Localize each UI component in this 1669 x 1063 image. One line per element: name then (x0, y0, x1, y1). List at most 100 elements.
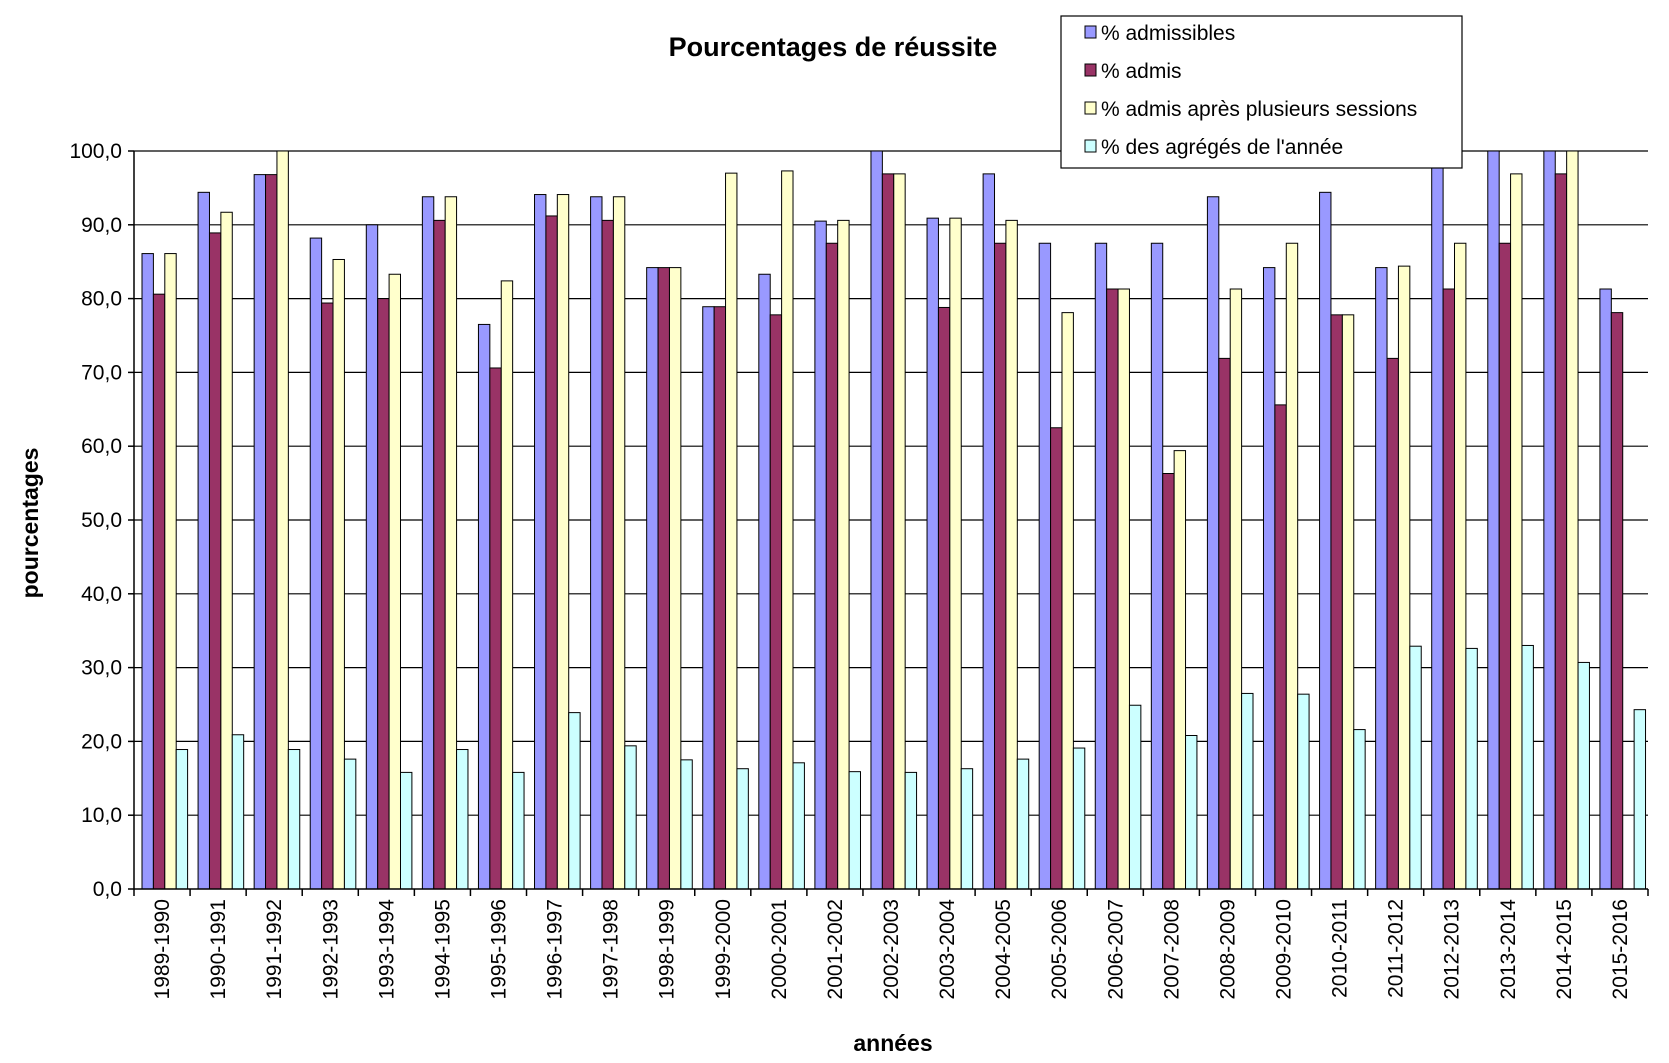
bar (309, 237, 323, 890)
y-tick-label: 50,0 (81, 509, 122, 532)
bar (1375, 267, 1388, 890)
bar (343, 758, 357, 890)
bar (1005, 219, 1018, 890)
bar (758, 273, 771, 890)
y-axis-title: pourcentages (17, 448, 43, 599)
bar (1521, 644, 1534, 890)
bar (1162, 473, 1175, 890)
bar (1150, 242, 1164, 890)
x-tick-label: 2012-2013 (1441, 899, 1464, 999)
bar-group (926, 217, 974, 890)
bar (1016, 758, 1030, 890)
bar (1599, 288, 1612, 890)
x-tick-label: 1992-1993 (319, 899, 342, 999)
x-tick-label: 2003-2004 (936, 899, 959, 1000)
legend-label: % admis (1101, 60, 1182, 83)
bar (1610, 312, 1624, 890)
bar (960, 768, 974, 890)
bar (456, 749, 469, 890)
x-tick-label: 2015-2016 (1609, 899, 1632, 999)
bar (1498, 242, 1512, 890)
bar (1454, 242, 1467, 890)
bar (377, 298, 390, 890)
bar (1274, 404, 1287, 890)
bar (220, 211, 233, 890)
bar (590, 196, 603, 890)
bar (208, 232, 222, 890)
bar-group (1375, 265, 1422, 890)
bar (1353, 729, 1366, 890)
axes (128, 150, 1649, 896)
bar-group (141, 253, 189, 890)
legend-box (1060, 15, 1463, 169)
bar (814, 220, 827, 890)
legend-swatch (1084, 63, 1097, 77)
bar (253, 174, 267, 890)
bar (421, 196, 435, 890)
bar-group (646, 267, 693, 890)
bar (1431, 165, 1444, 890)
x-tick-label: 2013-2014 (1497, 899, 1520, 1000)
bar (1128, 704, 1142, 890)
bar (926, 217, 939, 890)
x-tick-label: 2010-2011 (1329, 899, 1352, 998)
bar (556, 194, 570, 890)
bar (1038, 242, 1052, 890)
bar (624, 745, 637, 890)
bar (668, 267, 682, 890)
y-tick-label: 100,0 (69, 140, 122, 163)
legend-swatch (1084, 101, 1097, 115)
bar (982, 173, 996, 890)
legend-label: % des agrégés de l'année (1101, 136, 1343, 159)
legend-swatch (1084, 25, 1097, 39)
x-tick-label: 2006-2007 (1104, 899, 1127, 999)
bar (937, 306, 951, 890)
bar (612, 196, 626, 890)
bar (870, 150, 883, 890)
bar (904, 771, 918, 890)
bar (680, 759, 693, 890)
x-tick-labels: 1989-1990 1990-1991 1991-1992 1992-1993 1993… (151, 899, 1632, 1000)
x-tick-label: 2007-2008 (1160, 899, 1183, 999)
y-tick-label: 40,0 (81, 583, 122, 606)
y-tick-label: 10,0 (81, 804, 122, 827)
x-tick-label: 1998-1999 (656, 899, 679, 999)
y-tick-label: 90,0 (81, 214, 122, 237)
bar (1397, 265, 1411, 890)
bar-group (1319, 191, 1366, 890)
bars (141, 150, 1647, 890)
y-tick-label: 60,0 (81, 435, 122, 458)
x-tick-label: 2011-2012 (1385, 899, 1408, 998)
bar (1566, 150, 1579, 890)
bar-group (1206, 196, 1254, 890)
bar (444, 196, 458, 890)
x-tick-label: 1994-1995 (431, 899, 454, 999)
bar (1577, 661, 1590, 890)
bar (657, 267, 670, 890)
bar (702, 306, 715, 890)
bar (1185, 734, 1198, 890)
bar-group (702, 172, 749, 890)
bar (265, 174, 278, 890)
bar (1465, 647, 1478, 890)
x-tick-label: 2000-2001 (768, 899, 791, 999)
bar-group (197, 191, 245, 890)
bar (769, 314, 783, 890)
bar (1487, 150, 1500, 890)
bar (792, 762, 805, 890)
x-tick-label: 2009-2010 (1273, 899, 1296, 999)
bar (825, 242, 839, 890)
x-tick-label: 1993-1994 (375, 899, 398, 1000)
bar (1442, 288, 1456, 890)
x-tick-label: 1991-1992 (263, 899, 286, 999)
bar (1341, 314, 1355, 890)
bar (848, 771, 861, 890)
bar (1173, 450, 1187, 890)
bar-group (814, 219, 861, 890)
bar (500, 280, 514, 890)
bar-group (309, 237, 357, 890)
x-tick-label: 1990-1991 (207, 899, 230, 999)
bar (332, 258, 345, 890)
bar (1543, 150, 1556, 890)
